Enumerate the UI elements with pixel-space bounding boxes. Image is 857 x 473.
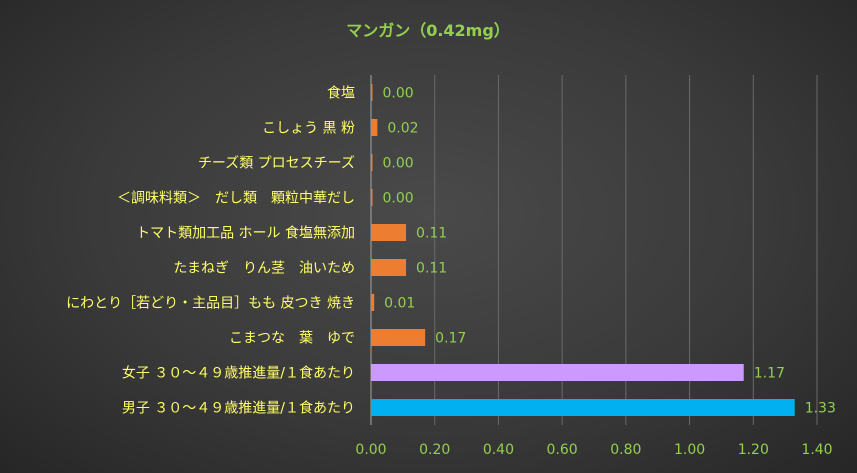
bar	[371, 329, 426, 346]
data-label: 0.00	[383, 191, 414, 207]
x-tick-label: 1.00	[674, 442, 705, 458]
category-label: こしょう 黒 粉	[262, 121, 355, 137]
category-label: にわとり［若どり・主品目］もも 皮つき 焼き	[66, 296, 355, 312]
data-label: 0.17	[435, 331, 466, 347]
bar	[371, 364, 744, 381]
x-tick-label: 0.40	[483, 442, 514, 458]
x-tick-label: 0.20	[419, 442, 450, 458]
data-label: 0.01	[384, 296, 415, 312]
bar	[371, 154, 373, 171]
data-label: 0.11	[416, 226, 447, 242]
x-tick-label: 0.80	[610, 442, 641, 458]
bar	[371, 259, 407, 276]
value-labels: 0.00 0.02 0.00 0.00 0.11 0.11 0.01 0.17 1.17 1.33	[383, 86, 836, 417]
data-label: 1.33	[805, 401, 836, 417]
bar	[371, 119, 378, 136]
category-label: トマト類加工品 ホール 食塩無添加	[136, 225, 355, 242]
x-tick-label: 0.00	[355, 442, 386, 458]
bar	[371, 224, 407, 241]
data-label: 0.11	[416, 261, 447, 277]
category-label: チーズ類 プロセスチーズ	[198, 156, 355, 172]
category-label: ＜調味料類＞ だし類 顆粒中華だし	[117, 191, 355, 207]
data-label: 0.00	[383, 86, 414, 102]
category-label: 女子 ３０～４９歳推進量/１食あたり	[122, 365, 355, 382]
bar	[371, 84, 373, 101]
chart-title: マンガン（0.42mg）	[346, 21, 510, 40]
bars	[371, 84, 795, 416]
data-label: 0.02	[387, 121, 418, 137]
x-axis-ticks: 0.00 0.20 0.40 0.60 0.80 1.00 1.20 1.40	[355, 442, 832, 458]
gridlines	[370, 75, 818, 425]
x-tick-label: 1.40	[801, 442, 832, 458]
data-label: 0.00	[383, 156, 414, 172]
category-label: 男子 ３０～４９歳推進量/１食あたり	[122, 400, 355, 417]
x-tick-label: 0.60	[547, 442, 578, 458]
category-label: たまねぎ りん茎 油いため	[173, 261, 355, 277]
bar	[371, 189, 373, 206]
data-label: 1.17	[754, 366, 785, 382]
x-tick-label: 1.20	[738, 442, 769, 458]
category-label: こまつな 葉 ゆで	[229, 331, 355, 347]
bar	[371, 399, 795, 416]
bar	[371, 294, 375, 311]
category-label: 食塩	[327, 85, 355, 102]
